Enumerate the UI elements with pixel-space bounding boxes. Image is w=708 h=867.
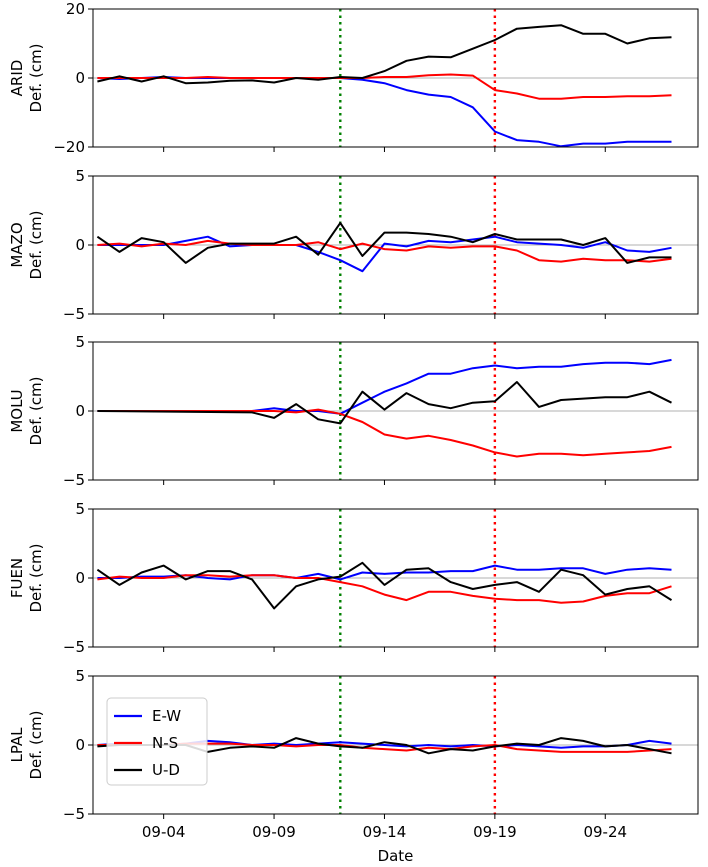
- series-n-s-line: [97, 73, 672, 100]
- y-tick-label: −5: [63, 471, 85, 489]
- series-n-s-line: [97, 239, 672, 263]
- series-e-w-line: [97, 235, 672, 273]
- x-tick-label: 09-04: [142, 823, 186, 841]
- panel-mazo: −5 0 5 MAZO Def. (cm): [8, 167, 699, 323]
- series-u-d-line: [97, 381, 672, 425]
- y-tick-label: 5: [75, 167, 85, 185]
- series-n-s-line: [97, 574, 672, 604]
- y-tick-label: −5: [63, 805, 85, 823]
- x-tick-label: 09-24: [583, 823, 627, 841]
- y-tick-label: 20: [66, 0, 85, 18]
- y-axis-label-station: LPAL: [8, 727, 26, 763]
- y-tick-label: 0: [75, 402, 85, 420]
- y-axis-label-station: FUEN: [8, 558, 26, 598]
- legend-label-n-s: N-S: [152, 734, 178, 752]
- panel-molu: −5 0 5 MOLU Def. (cm): [8, 333, 699, 489]
- y-tick-label: 5: [75, 500, 85, 518]
- panel-fuen: −5 0 5 FUEN Def. (cm): [8, 500, 699, 656]
- legend-box: [106, 697, 208, 786]
- y-axis-label-unit: Def. (cm): [27, 543, 45, 612]
- y-axis-label-unit: Def. (cm): [27, 43, 45, 112]
- x-tick-label: 09-19: [473, 823, 517, 841]
- y-tick-label: 0: [75, 736, 85, 754]
- series-u-d-line: [96, 221, 672, 264]
- y-axis-label-unit: Def. (cm): [27, 710, 45, 779]
- series-u-d-line: [96, 561, 673, 610]
- y-tick-label: 5: [75, 333, 85, 351]
- x-tick-label: 09-14: [363, 823, 407, 841]
- y-tick-label: 0: [75, 236, 85, 254]
- y-axis-label-unit: Def. (cm): [27, 376, 45, 445]
- panel-arid: −20 0 20 ARID Def. (cm): [8, 0, 699, 156]
- legend-label-u-d: U-D: [152, 761, 180, 779]
- y-axis-label-unit: Def. (cm): [27, 210, 45, 279]
- y-tick-label: −20: [53, 138, 85, 156]
- legend-label-e-w: E-W: [152, 707, 181, 725]
- series-e-w-line: [97, 358, 672, 415]
- series-u-d-line: [97, 24, 672, 85]
- x-axis-label: Date: [378, 847, 414, 865]
- x-tick-label: 09-09: [252, 823, 296, 841]
- y-tick-label: −5: [63, 638, 85, 656]
- y-tick-label: 0: [75, 69, 85, 87]
- series-e-w-line: [97, 76, 672, 148]
- series-n-s-line: [97, 408, 672, 458]
- y-axis-label-station: MOLU: [8, 389, 26, 432]
- y-tick-label: 0: [75, 569, 85, 587]
- y-tick-label: −5: [63, 305, 85, 323]
- legend: E-W N-S U-D: [106, 697, 208, 786]
- y-axis-label-station: ARID: [8, 60, 26, 97]
- y-tick-label: 5: [75, 667, 85, 685]
- y-axis-label-station: MAZO: [8, 222, 26, 267]
